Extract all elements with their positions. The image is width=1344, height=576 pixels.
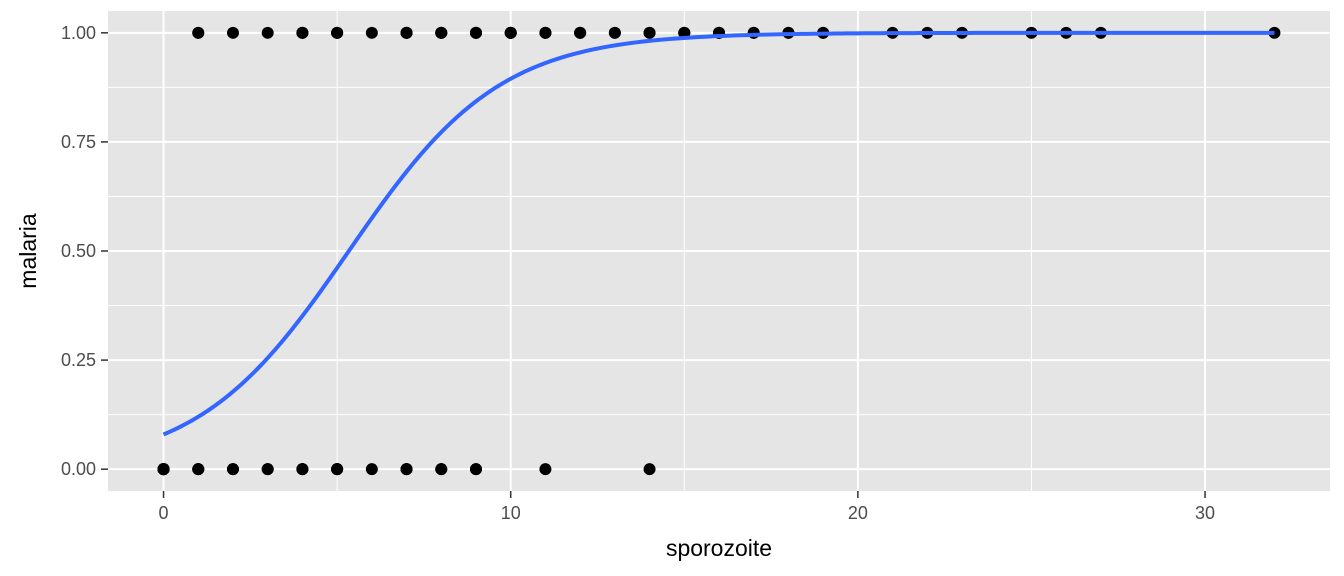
data-point: [296, 463, 309, 476]
data-point: [331, 26, 344, 39]
data-point: [608, 26, 621, 39]
data-point: [400, 26, 413, 39]
data-point: [469, 463, 482, 476]
y-tick-label: 1.00: [61, 23, 96, 43]
data-point: [539, 26, 552, 39]
data-point: [435, 26, 448, 39]
data-point: [365, 26, 378, 39]
data-point: [226, 463, 239, 476]
data-point: [400, 463, 413, 476]
data-point: [192, 463, 205, 476]
y-tick-label: 0.75: [61, 132, 96, 152]
data-point: [643, 463, 656, 476]
x-tick-label: 20: [848, 503, 868, 523]
y-axis-title: malaria: [15, 213, 41, 289]
data-point: [504, 26, 517, 39]
fit-curve: [162, 30, 1275, 437]
data-point: [539, 463, 552, 476]
y-tick-label: 0.25: [61, 350, 96, 370]
x-tick-label: 30: [1195, 503, 1215, 523]
y-tick-label: 0.00: [61, 459, 96, 479]
data-point: [574, 26, 587, 39]
data-point: [296, 26, 309, 39]
data-point: [331, 463, 344, 476]
data-point: [435, 463, 448, 476]
data-point: [192, 26, 205, 39]
data-point: [261, 463, 274, 476]
x-tick-label: 10: [501, 503, 521, 523]
data-point: [469, 26, 482, 39]
x-tick-label: 0: [159, 503, 169, 523]
data-point: [226, 26, 239, 39]
y-axis: 0.00 0.25 0.50 0.75 1.00: [61, 23, 108, 479]
y-tick-label: 0.50: [61, 241, 96, 261]
data-point: [261, 26, 274, 39]
x-axis-title: sporozoite: [666, 535, 772, 561]
data-point: [157, 463, 170, 476]
grid-major: [108, 11, 1330, 491]
data-point: [1268, 26, 1281, 39]
x-axis: 0 10 20 30: [159, 491, 1215, 523]
data-point: [365, 463, 378, 476]
data-point: [643, 26, 656, 39]
